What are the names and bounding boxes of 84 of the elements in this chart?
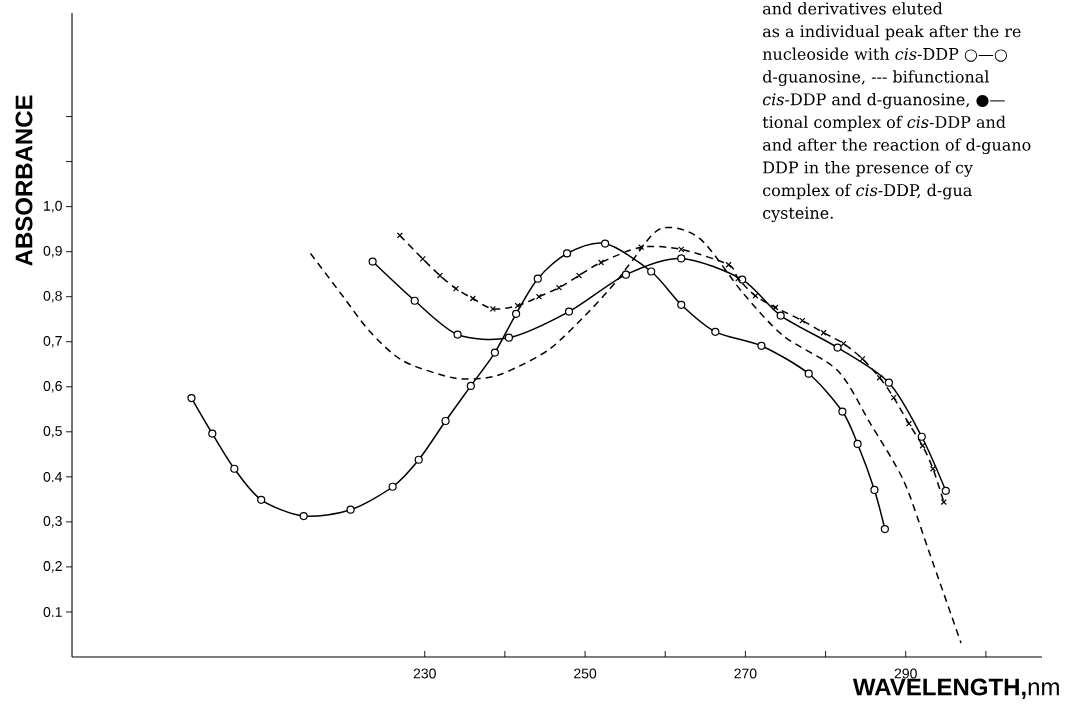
point	[677, 300, 686, 309]
point	[833, 343, 842, 352]
point	[575, 272, 583, 279]
point	[419, 255, 426, 262]
x-tick-label: 270	[734, 668, 757, 679]
y-tick-label: 0.1	[43, 606, 62, 617]
y-tick-label: 0,3	[43, 516, 62, 528]
point	[917, 432, 926, 441]
annotation: as a individual peak after the re	[763, 24, 1021, 41]
point	[711, 327, 720, 336]
annotation: complex of cis-DDP, d-gua	[763, 183, 972, 200]
point	[820, 329, 827, 336]
point	[466, 381, 475, 390]
point	[859, 355, 866, 362]
point	[757, 341, 766, 350]
point	[678, 246, 685, 253]
point	[230, 464, 239, 473]
point	[735, 275, 742, 282]
annotation: nucleoside with cis-DDP ○—○	[762, 47, 1007, 62]
point	[452, 285, 460, 292]
point	[725, 261, 732, 268]
annotation: and after the reaction of d-guano	[763, 138, 1031, 155]
point	[187, 393, 196, 403]
point	[905, 420, 912, 427]
point	[799, 317, 806, 324]
x-tick-label: 250	[574, 668, 597, 679]
y-tick-label: 0,6	[43, 380, 62, 393]
point	[929, 465, 937, 472]
x-axis-title: WAVELENGTH,nm	[852, 678, 1059, 699]
point	[396, 232, 403, 239]
y-axis-title: ABSORBANCE	[15, 95, 33, 266]
point	[441, 416, 450, 426]
point	[890, 394, 897, 401]
y-tick-label: 0,9	[43, 245, 62, 258]
point	[504, 333, 514, 342]
point	[490, 348, 499, 357]
point	[880, 524, 889, 534]
point	[564, 307, 574, 316]
y-tick-label: 0,2	[43, 561, 62, 573]
point	[876, 374, 883, 381]
point	[853, 439, 862, 449]
point	[388, 482, 397, 491]
point	[598, 259, 605, 266]
point	[368, 257, 377, 266]
annotation: cis-DDP and d-guanosine, ●—	[762, 92, 1005, 109]
y-tick-label: 0,5	[43, 426, 62, 438]
point	[453, 330, 462, 339]
point	[647, 267, 656, 276]
point	[870, 485, 879, 495]
point	[512, 309, 521, 318]
point	[533, 274, 542, 283]
point	[838, 407, 847, 416]
annotation: d-guanosine, --- bifunctional	[763, 70, 989, 87]
y-tick-label: 0,8	[43, 290, 62, 303]
point	[562, 249, 572, 258]
point	[677, 254, 686, 263]
point	[414, 455, 423, 464]
point	[621, 270, 631, 279]
x-tick-label: 290	[894, 668, 917, 679]
point	[346, 505, 355, 514]
point	[884, 378, 893, 387]
y-tick-label: 1,0	[44, 200, 62, 213]
point	[257, 495, 266, 504]
annotation: and derivatives eluted	[763, 2, 943, 15]
point	[919, 442, 926, 449]
point	[299, 511, 308, 521]
annotation: cysteine.	[763, 206, 833, 223]
y-tick-label: 0,7	[43, 335, 62, 348]
point	[208, 429, 217, 438]
point	[601, 239, 610, 248]
point	[410, 296, 419, 305]
x-tick-label: 230	[413, 668, 436, 679]
point	[469, 295, 476, 302]
point	[940, 498, 947, 506]
point	[941, 486, 950, 495]
point	[752, 292, 759, 299]
point	[776, 311, 785, 320]
annotation: tional complex of cis-DDP and	[762, 115, 1006, 132]
point	[555, 284, 563, 291]
y-tick-label: 0.4	[43, 471, 63, 482]
point	[436, 272, 444, 279]
point	[535, 293, 543, 300]
annotation: DDP in the presence of cy	[763, 161, 973, 177]
point	[804, 369, 813, 378]
